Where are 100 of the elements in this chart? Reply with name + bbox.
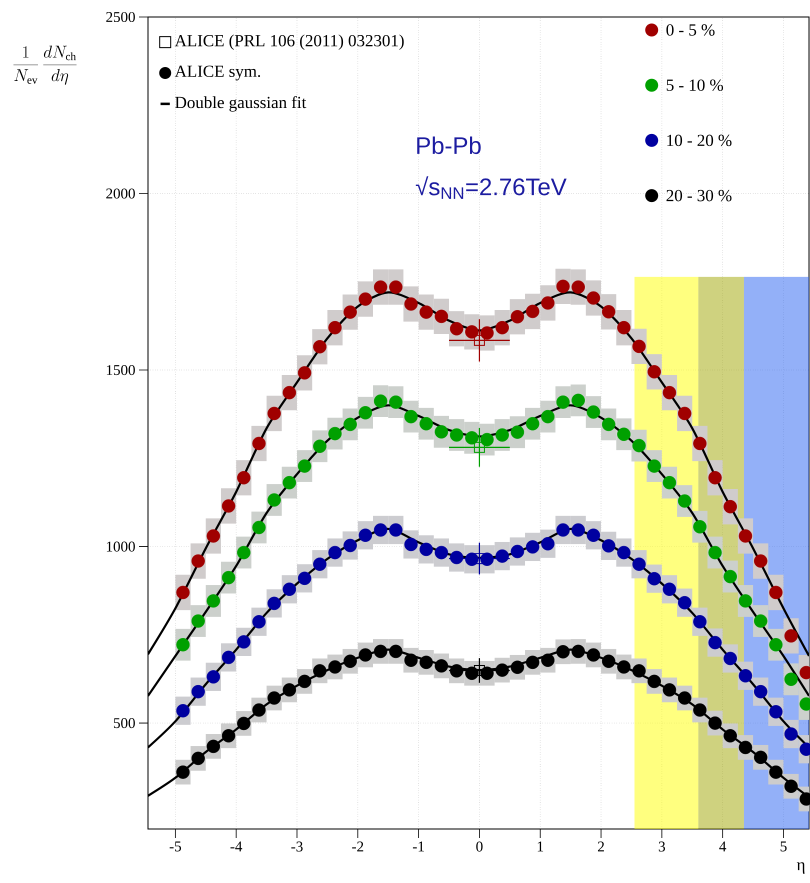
point [298,572,312,586]
point [282,582,296,596]
point [450,428,464,442]
point [693,615,707,628]
point [237,546,250,560]
point [206,594,220,608]
x-tick-label: -3 [291,842,303,852]
annotation: ALICE sym. [174,66,260,80]
y-tick-label: 500 [114,718,135,728]
point [556,395,570,409]
point [465,552,479,566]
point [632,558,646,571]
point [282,476,296,490]
point [222,729,236,742]
point [496,428,509,442]
x-tick-label: 4 [719,842,726,852]
point [267,406,281,420]
point [191,554,205,568]
x-tick-label: 5 [780,842,787,852]
point [328,546,342,560]
x-tick-label: 3 [658,842,666,852]
point [754,684,768,698]
point [617,660,631,674]
annotation: Pb-Pb [417,136,481,154]
point [313,340,326,354]
point [176,704,190,718]
point [617,428,631,441]
point [662,582,676,596]
point [420,305,433,319]
point [586,648,600,662]
point [206,670,220,684]
point [724,652,737,666]
point [602,418,616,432]
x-tick-label: -2 [352,842,364,852]
point [344,538,357,552]
point [404,410,418,424]
point [784,629,798,643]
point [526,656,540,670]
point [769,586,783,600]
point [617,546,631,560]
point [617,320,631,334]
point [358,648,372,662]
point [313,664,326,678]
point [632,438,646,452]
point [496,320,509,334]
point [738,669,752,682]
point [784,672,798,686]
point [206,529,220,543]
point [176,586,190,600]
x-tick-label: 1 [538,842,544,852]
point [191,614,205,628]
point [724,500,737,514]
point [526,417,540,430]
point [708,636,722,650]
y-tick-label: 2500 [106,12,135,22]
point [754,614,768,628]
point [632,340,646,354]
point [252,520,266,534]
point [769,638,783,652]
point [480,432,494,446]
point [267,691,281,705]
point [648,365,661,378]
y-axis-title: $\frac{1}{N_{\mathrm{ev}}}\,\frac{dN_{\mathrm{ch}}}{d\eta}$ [13,46,77,85]
point [708,546,722,560]
point [374,523,388,537]
point [313,558,326,571]
point [572,644,585,658]
point [541,296,555,310]
point [389,280,403,294]
point [344,305,357,319]
point [526,304,540,318]
point [662,386,676,400]
point [480,552,494,566]
point [541,410,555,424]
point [374,394,388,408]
point [450,550,464,564]
point [572,280,585,294]
point [572,394,585,408]
point [328,320,342,334]
point [389,644,403,658]
point [465,666,479,680]
point [434,659,448,673]
point [237,716,250,730]
point [708,471,722,484]
point [572,523,585,537]
point [496,663,509,677]
point [556,280,570,294]
point [344,654,357,668]
point [344,418,357,432]
point [434,425,448,439]
x-tick-label: -5 [170,842,182,852]
point [374,280,388,294]
point [556,645,570,658]
point [693,703,707,717]
point [678,406,692,420]
y-tick-label: 2000 [106,188,135,199]
point [586,405,600,419]
point [724,729,737,742]
point [298,674,312,688]
point [237,471,250,484]
